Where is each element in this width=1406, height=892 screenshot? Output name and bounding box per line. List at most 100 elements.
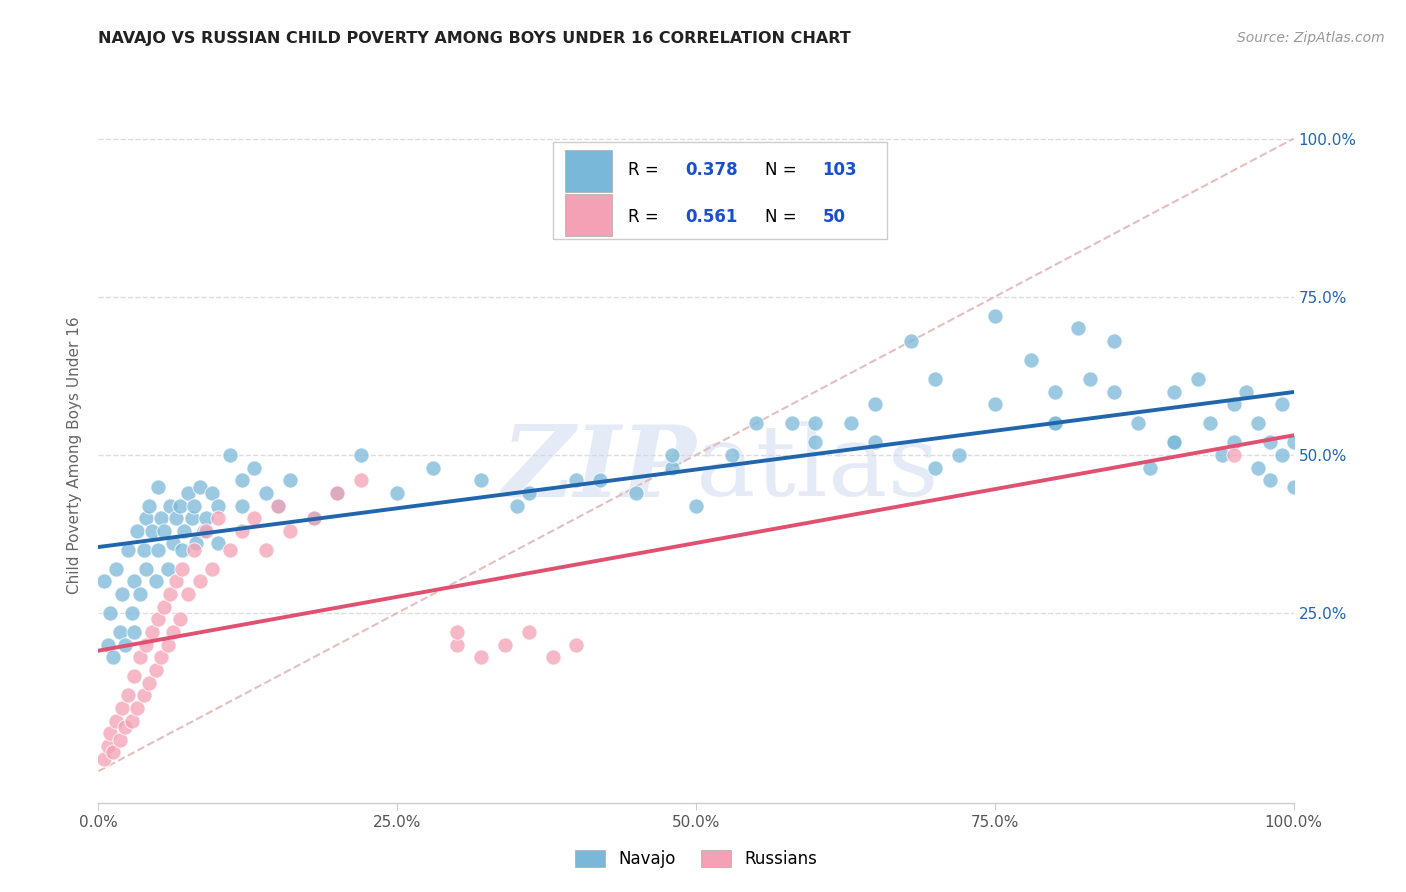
- Text: 50: 50: [823, 208, 845, 226]
- Point: [1198, 417, 1220, 431]
- Point: [1102, 334, 1125, 348]
- Point: [626, 486, 648, 500]
- Text: 103: 103: [823, 161, 858, 179]
- Point: [165, 511, 187, 525]
- Point: [148, 479, 170, 493]
- Point: [183, 499, 205, 513]
- Point: [1163, 435, 1185, 450]
- Point: [97, 739, 120, 753]
- FancyBboxPatch shape: [565, 150, 613, 192]
- Point: [172, 562, 194, 576]
- Point: [162, 625, 184, 640]
- FancyBboxPatch shape: [565, 194, 613, 235]
- Point: [93, 574, 115, 589]
- Point: [470, 650, 492, 665]
- Point: [135, 562, 157, 576]
- Point: [121, 606, 143, 620]
- Point: [1043, 384, 1066, 399]
- Point: [138, 675, 160, 690]
- Point: [149, 511, 172, 525]
- Point: [326, 486, 349, 500]
- Point: [135, 638, 157, 652]
- Point: [98, 606, 122, 620]
- Point: [948, 448, 970, 462]
- Point: [900, 334, 922, 348]
- Point: [302, 511, 325, 525]
- Point: [1258, 473, 1281, 487]
- Point: [350, 448, 373, 462]
- Point: [159, 587, 181, 601]
- Point: [385, 486, 409, 500]
- Point: [1246, 460, 1268, 475]
- Text: Source: ZipAtlas.com: Source: ZipAtlas.com: [1237, 31, 1385, 45]
- Point: [186, 536, 208, 550]
- Point: [517, 486, 540, 500]
- Point: [231, 524, 253, 538]
- Point: [924, 372, 946, 386]
- Point: [685, 499, 707, 513]
- Point: [180, 511, 202, 525]
- Point: [1282, 435, 1305, 450]
- Point: [141, 625, 163, 640]
- Point: [193, 524, 215, 538]
- Point: [201, 562, 224, 576]
- Point: [138, 499, 160, 513]
- Point: [169, 499, 191, 513]
- Point: [177, 486, 200, 500]
- Point: [105, 562, 128, 576]
- Point: [207, 511, 229, 525]
- FancyBboxPatch shape: [553, 142, 887, 239]
- Point: [201, 486, 224, 500]
- Point: [780, 417, 803, 431]
- Point: [1222, 435, 1246, 450]
- Text: ZIP: ZIP: [501, 421, 696, 517]
- Point: [350, 473, 373, 487]
- Point: [804, 435, 827, 450]
- Point: [278, 473, 301, 487]
- Point: [132, 688, 155, 702]
- Point: [565, 638, 588, 652]
- Point: [984, 397, 1007, 411]
- Point: [125, 701, 148, 715]
- Point: [1163, 435, 1185, 450]
- Point: [517, 625, 540, 640]
- Point: [1234, 384, 1257, 399]
- Point: [1019, 353, 1042, 368]
- Point: [111, 701, 134, 715]
- Point: [124, 574, 146, 589]
- Point: [422, 460, 444, 475]
- Point: [177, 587, 200, 601]
- Point: [326, 486, 349, 500]
- Point: [121, 714, 143, 728]
- Point: [194, 511, 218, 525]
- Point: [101, 745, 124, 759]
- Point: [541, 650, 564, 665]
- Point: [141, 524, 163, 538]
- Point: [188, 479, 211, 493]
- Point: [924, 460, 946, 475]
- Y-axis label: Child Poverty Among Boys Under 16: Child Poverty Among Boys Under 16: [67, 316, 83, 594]
- Point: [101, 650, 124, 665]
- Point: [162, 536, 184, 550]
- Point: [863, 435, 887, 450]
- Point: [254, 542, 277, 557]
- Point: [183, 542, 205, 557]
- Point: [243, 460, 266, 475]
- Point: [1043, 417, 1066, 431]
- Point: [470, 473, 492, 487]
- Point: [132, 542, 155, 557]
- Point: [156, 562, 179, 576]
- Point: [1067, 321, 1090, 335]
- Point: [506, 499, 529, 513]
- Point: [188, 574, 211, 589]
- Point: [661, 448, 683, 462]
- Point: [129, 650, 152, 665]
- Point: [159, 499, 181, 513]
- Point: [97, 638, 120, 652]
- Point: [1271, 397, 1294, 411]
- Point: [254, 486, 277, 500]
- Point: [219, 448, 242, 462]
- Text: 0.561: 0.561: [685, 208, 738, 226]
- Point: [156, 638, 179, 652]
- Point: [1139, 460, 1161, 475]
